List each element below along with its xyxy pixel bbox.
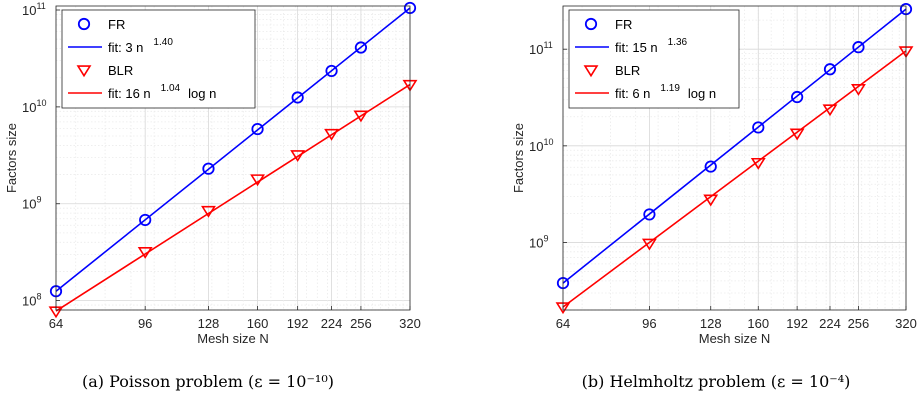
series-fr-markers (49, 1, 417, 298)
x-tick-label: 320 (399, 316, 421, 331)
panel-b-caption: (b) Helmholtz problem (ε = 10⁻⁴) (582, 372, 851, 391)
y-tick-label: 1011 (22, 1, 46, 18)
data-point (791, 90, 804, 104)
x-tick-label: 256 (350, 316, 372, 331)
fit-line-3 (55, 83, 411, 312)
legend-entry: BLR (583, 63, 640, 78)
x-axis-label: Mesh size N (197, 331, 269, 346)
data-point (251, 122, 264, 136)
data-point (250, 174, 265, 187)
data-point (291, 91, 304, 104)
data-point (201, 205, 216, 218)
legend-marker (583, 65, 599, 78)
y-tick-label: 108 (22, 292, 41, 309)
data-point (202, 162, 215, 175)
data-point (354, 41, 368, 54)
legend-entry: fit: 6 n 1.19 log n (575, 83, 716, 101)
x-tick-label: 64 (49, 316, 63, 331)
legend-marker (76, 65, 92, 78)
data-point (852, 41, 865, 54)
data-point (703, 194, 719, 207)
legend-entry: fit: 15 n 1.36 (575, 37, 688, 55)
legend-entry: fit: 16 n 1.04 log n (68, 83, 216, 101)
x-tick-label: 192 (786, 316, 808, 331)
x-tick-label: 160 (747, 316, 769, 331)
y-tick-label: 1010 (22, 98, 46, 115)
y-tick-label: 109 (529, 233, 548, 250)
legend: FR fit: 15 n 1.36 BLR fit: 6 n 1.19 log n (568, 9, 740, 109)
series-blr-markers (555, 46, 914, 315)
data-point (643, 208, 656, 221)
legend-label: BLR (108, 63, 133, 78)
panel-a-caption: (a) Poisson problem (ε = 10⁻¹⁰) (82, 372, 334, 391)
x-tick-label: 320 (895, 316, 917, 331)
panel-a: (a) Poisson problem (ε = 10⁻¹⁰) (82, 372, 334, 391)
chart-b: 64 96 128 160 192 224 256 320 109 1010 1011 Mesh si… (511, 3, 917, 346)
legend-label: BLR (615, 63, 640, 78)
x-tick-label: 96 (138, 316, 152, 331)
legend-label: fit: 15 n 1.36 (615, 37, 688, 55)
legend-entry: fit: 3 n 1.40 (68, 37, 173, 55)
data-point (137, 246, 153, 259)
data-point (750, 157, 766, 170)
fit-line-3 (562, 50, 907, 308)
y-tick-label: 1010 (529, 137, 553, 154)
legend-label: fit: 16 n 1.04 log n (108, 83, 216, 101)
x-tick-label: 192 (287, 316, 309, 331)
data-point (139, 213, 152, 227)
data-point (704, 160, 717, 173)
legend-entry: FR (584, 17, 632, 32)
y-axis-label: Factors size (511, 123, 526, 193)
x-tick-label: 128 (700, 316, 722, 331)
x-axis-label: Mesh size N (699, 331, 771, 346)
chart-a: 64 96 128 160 192 224 256 320 108 109 1010 1011 Mesh… (4, 1, 421, 346)
legend-label: FR (615, 17, 632, 32)
data-point (290, 150, 306, 163)
y-axis-label: Factors size (4, 123, 19, 193)
legend-label: fit: 6 n 1.19 log n (615, 83, 716, 101)
fit-line-1 (562, 8, 907, 284)
axes-box (562, 5, 907, 311)
legend-entry: BLR (76, 63, 133, 78)
data-point (823, 63, 837, 76)
legend-box (568, 9, 740, 109)
data-point (789, 128, 805, 141)
y-tick-label: 109 (22, 195, 41, 212)
legend-entry: FR (77, 17, 125, 32)
data-point (851, 84, 866, 96)
panel-b: (b) Helmholtz problem (ε = 10⁻⁴) (582, 372, 851, 391)
legend-box (61, 9, 256, 109)
x-tick-label: 96 (642, 316, 656, 331)
y-tick-label: 1011 (529, 40, 553, 57)
data-point (325, 64, 338, 78)
data-point (641, 238, 657, 251)
legend-label: fit: 3 n 1.40 (108, 37, 173, 55)
data-point (324, 128, 339, 141)
x-tick-label: 128 (198, 316, 220, 331)
x-tick-label: 64 (556, 316, 570, 331)
data-point (822, 104, 838, 117)
legend-marker (77, 17, 91, 31)
data-point (752, 121, 765, 134)
x-tick-label: 256 (848, 316, 870, 331)
axes-box (55, 5, 411, 311)
legend-marker (584, 17, 598, 31)
legend: FR fit: 3 n 1.40 BLR fit: 16 n 1.04 log n (61, 9, 256, 109)
legend-label: FR (108, 17, 125, 32)
x-tick-label: 224 (321, 316, 343, 331)
x-tick-label: 224 (819, 316, 841, 331)
x-tick-label: 160 (247, 316, 269, 331)
data-point (353, 110, 369, 123)
fit-line-1 (55, 7, 411, 292)
